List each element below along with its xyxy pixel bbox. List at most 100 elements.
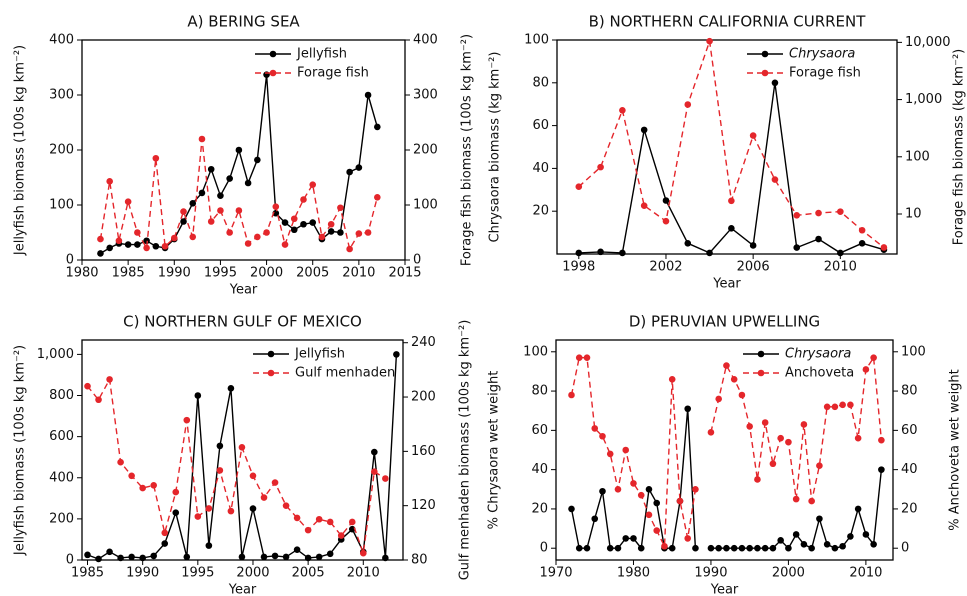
data-point: [815, 235, 822, 243]
data-point: [771, 79, 779, 87]
data-point: [622, 535, 630, 542]
data-point: [823, 540, 831, 548]
data-point: [630, 535, 637, 542]
data-point: [180, 218, 187, 225]
x-tick-label: 1998: [562, 260, 595, 275]
data-point: [723, 544, 730, 552]
data-point: [207, 165, 215, 173]
chart-title: A) BERING SEA: [187, 13, 300, 31]
x-axis-label: Year: [229, 283, 258, 298]
chart-title: D) PERUVIAN UPWELLING: [629, 313, 820, 331]
chart-title: C) NORTHERN GULF OF MEXICO: [123, 313, 362, 331]
data-point: [205, 542, 213, 549]
x-tick-label: 1980: [617, 566, 650, 581]
data-point: [293, 546, 301, 554]
y2-tick-label: 0: [413, 253, 421, 268]
data-point: [706, 249, 713, 257]
data-point: [692, 544, 699, 552]
data-point: [653, 499, 661, 507]
data-point: [150, 482, 158, 489]
x-tick-label: 1990: [158, 266, 191, 281]
data-point: [226, 229, 233, 236]
data-point: [785, 438, 792, 446]
data-point: [728, 197, 735, 205]
data-point: [315, 553, 323, 561]
data-point: [800, 421, 808, 428]
legend-label: Jellyfish: [296, 47, 347, 62]
y2-axis-label: Forage fish biomass (kg km⁻²): [952, 49, 967, 245]
data-point: [359, 549, 367, 557]
y2-tick-label: 80: [901, 384, 918, 399]
legend-marker: [761, 50, 769, 58]
data-point: [346, 168, 353, 176]
legend-marker: [269, 69, 277, 77]
data-point: [746, 544, 753, 552]
legend-marker: [267, 350, 275, 358]
data-point: [238, 443, 246, 451]
data-point: [837, 208, 844, 215]
data-point: [769, 460, 777, 468]
data-point: [668, 375, 676, 383]
data-point: [808, 497, 815, 505]
data-point: [839, 401, 846, 409]
y2-tick-label: 60: [901, 423, 918, 438]
y-tick-label: 80: [532, 75, 549, 90]
data-point: [227, 507, 235, 515]
data-point: [254, 156, 261, 164]
data-point: [862, 531, 870, 538]
data-point: [837, 249, 844, 257]
data-point: [382, 554, 389, 562]
x-tick-label: 1995: [204, 266, 237, 281]
data-point: [599, 487, 606, 495]
data-point: [348, 518, 356, 526]
data-point: [290, 215, 298, 223]
data-point: [254, 233, 261, 241]
data-point: [189, 233, 197, 241]
y-tick-label: 60: [531, 423, 548, 438]
series-line: [570, 355, 883, 547]
legend-label: Gulf menhaden: [295, 366, 395, 381]
x-tick-label: 1970: [539, 566, 572, 581]
data-point: [575, 544, 583, 552]
data-point: [207, 218, 215, 225]
data-point: [831, 403, 839, 411]
data-point: [575, 183, 583, 191]
legend-label: Chrysaora: [789, 47, 855, 62]
y2-tick-label: 100: [901, 344, 926, 359]
y2-tick-label: 200: [411, 390, 436, 405]
data-point: [382, 475, 389, 482]
data-point: [374, 194, 381, 201]
y-tick-label: 60: [532, 118, 549, 133]
data-point: [161, 242, 169, 250]
x-tick-label: 2000: [236, 566, 269, 581]
data-point: [244, 179, 252, 187]
data-point: [84, 382, 91, 390]
data-point: [730, 375, 738, 383]
data-point: [880, 244, 888, 251]
data-point: [139, 484, 146, 492]
data-point: [194, 513, 202, 520]
data-point: [754, 544, 761, 552]
data-point: [606, 450, 614, 458]
y2-tick-label: 100: [413, 198, 438, 213]
y2-tick-label: 300: [413, 88, 438, 103]
data-point: [785, 544, 792, 552]
y2-tick-label: 400: [413, 33, 438, 48]
data-point: [95, 555, 102, 563]
x-tick-label: 2002: [649, 260, 682, 275]
data-point: [326, 550, 334, 558]
data-point: [272, 209, 280, 217]
x-tick-label: 2005: [296, 266, 329, 281]
data-point: [235, 146, 243, 154]
data-point: [170, 234, 178, 242]
data-point: [128, 472, 135, 480]
data-point: [97, 250, 104, 257]
data-point: [738, 391, 746, 399]
x-axis-label: Year: [710, 583, 739, 596]
data-point: [290, 226, 298, 234]
data-point: [676, 497, 684, 505]
data-point: [304, 554, 312, 562]
data-point: [143, 237, 150, 245]
x-tick-label: 2005: [292, 566, 325, 581]
y-tick-label: 100: [524, 33, 549, 48]
